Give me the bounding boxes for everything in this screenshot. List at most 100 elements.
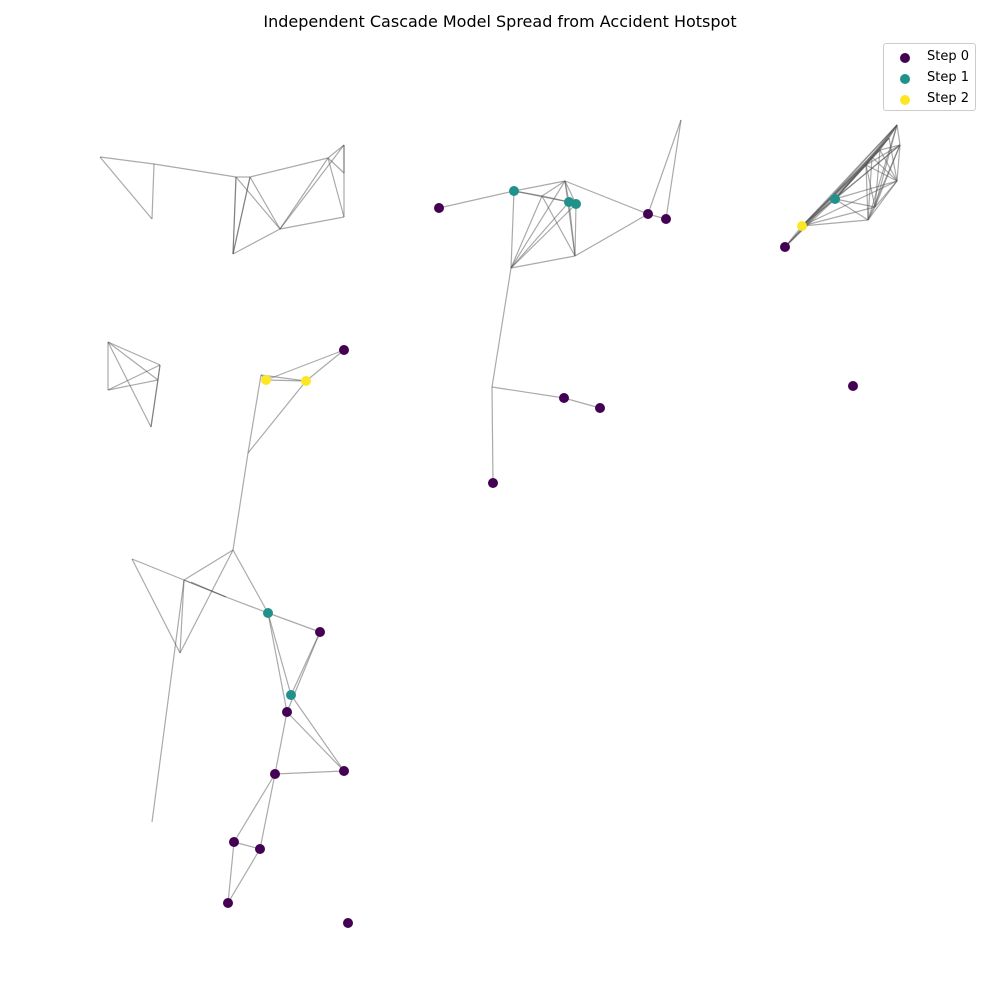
graph-edge: [247, 374, 262, 454]
graph-edge: [279, 157, 329, 230]
graph-edge: [491, 386, 565, 399]
graph-edge: [232, 228, 281, 255]
graph-edge: [131, 558, 181, 654]
graph-edge: [541, 180, 566, 197]
graph-node-step-0: [339, 766, 349, 776]
graph-node-step-0: [223, 898, 233, 908]
graph-edge: [227, 848, 261, 904]
graph-edge: [871, 156, 898, 182]
graph-edge: [232, 549, 269, 614]
graph-edge: [510, 201, 570, 269]
graph-node-step-0: [661, 214, 671, 224]
graph-edge: [107, 379, 159, 391]
graph-edge: [232, 176, 251, 255]
graph-edge: [99, 156, 155, 165]
graph-edge: [259, 773, 276, 850]
graph-edge: [274, 770, 345, 775]
graph-edge: [564, 180, 649, 215]
graph-edge: [290, 694, 345, 772]
legend-item-step-0: Step 0: [884, 48, 977, 68]
graph-edge: [279, 216, 345, 230]
graph-edge: [233, 773, 276, 843]
graph-edge: [865, 164, 898, 182]
graph-edge: [327, 157, 345, 218]
graph-node-step-0: [559, 393, 569, 403]
graph-edge: [107, 341, 152, 428]
graph-edge: [225, 596, 269, 614]
graph-edge: [107, 341, 161, 366]
graph-edge: [286, 711, 345, 772]
graph-node-step-0: [643, 209, 653, 219]
graph-node-step-2: [797, 221, 807, 231]
legend-label-step-2: Step 2: [927, 91, 970, 106]
graph-edge: [249, 176, 281, 230]
graph-edge: [574, 213, 649, 257]
graph-edge: [874, 124, 898, 208]
graph-node-step-1: [830, 194, 840, 204]
graph-edge: [327, 157, 345, 174]
graph-edge: [510, 195, 543, 269]
graph-edge: [235, 176, 281, 230]
graph-edge: [438, 190, 515, 209]
graph-edge: [834, 198, 869, 221]
graph-node-step-0: [270, 769, 280, 779]
graph-edge: [249, 157, 329, 178]
graph-edge: [107, 364, 161, 391]
legend-marker-step-1: [900, 74, 910, 84]
graph-edge: [279, 144, 345, 230]
graph-edge: [151, 579, 185, 823]
graph-edge: [874, 180, 898, 208]
graph-node-step-0: [488, 478, 498, 488]
graph-node-step-0: [282, 707, 292, 717]
graph-edge: [183, 549, 234, 581]
graph-edge: [513, 180, 566, 192]
graph-edge: [274, 711, 288, 775]
graph-edge: [510, 190, 515, 269]
legend-label-step-1: Step 1: [927, 70, 970, 85]
legend-marker-step-0: [900, 53, 910, 63]
graph-node-step-0: [343, 918, 353, 928]
graph-node-step-1: [263, 608, 273, 618]
graph-edge: [568, 201, 576, 257]
graph-node-step-0: [229, 837, 239, 847]
figure-title: Independent Cascade Model Spread from Ac…: [263, 12, 737, 31]
graph-edge: [888, 137, 898, 182]
graph-edge: [227, 841, 235, 904]
graph-node-step-0: [595, 403, 605, 413]
graph-edge: [265, 349, 345, 381]
graph-edge: [150, 379, 159, 428]
graph-node-step-1: [509, 186, 519, 196]
graph-edge: [247, 380, 307, 454]
graph-edge: [491, 386, 494, 484]
graph-edge: [541, 195, 576, 257]
graph-edge: [267, 612, 292, 696]
graph-edge: [327, 144, 345, 159]
graph-edge: [896, 124, 901, 146]
graph-edge: [865, 164, 869, 221]
graph-node-step-0: [255, 844, 265, 854]
edges-layer: [99, 119, 901, 904]
graph-edge: [179, 549, 234, 654]
graph-edge: [510, 180, 566, 269]
graph-edge: [879, 144, 901, 151]
graph-edge: [265, 379, 307, 382]
graph-edge: [801, 219, 869, 227]
graph-edge: [179, 579, 185, 654]
graph-edge: [784, 164, 867, 248]
graph-edge: [665, 119, 682, 220]
graph-edge: [286, 631, 321, 713]
graph-edge: [574, 203, 577, 257]
graph-edge: [491, 267, 512, 388]
graph-node-step-0: [780, 242, 790, 252]
graph-edge: [107, 341, 159, 381]
legend-label-step-0: Step 0: [927, 49, 970, 64]
graph-node-step-0: [434, 203, 444, 213]
legend-item-step-1: Step 1: [884, 69, 977, 89]
graph-node-step-2: [261, 375, 271, 385]
graph-node-step-0: [315, 627, 325, 637]
graph-edge: [232, 176, 237, 255]
graph-edge: [151, 163, 155, 220]
graph-edge: [267, 612, 288, 713]
